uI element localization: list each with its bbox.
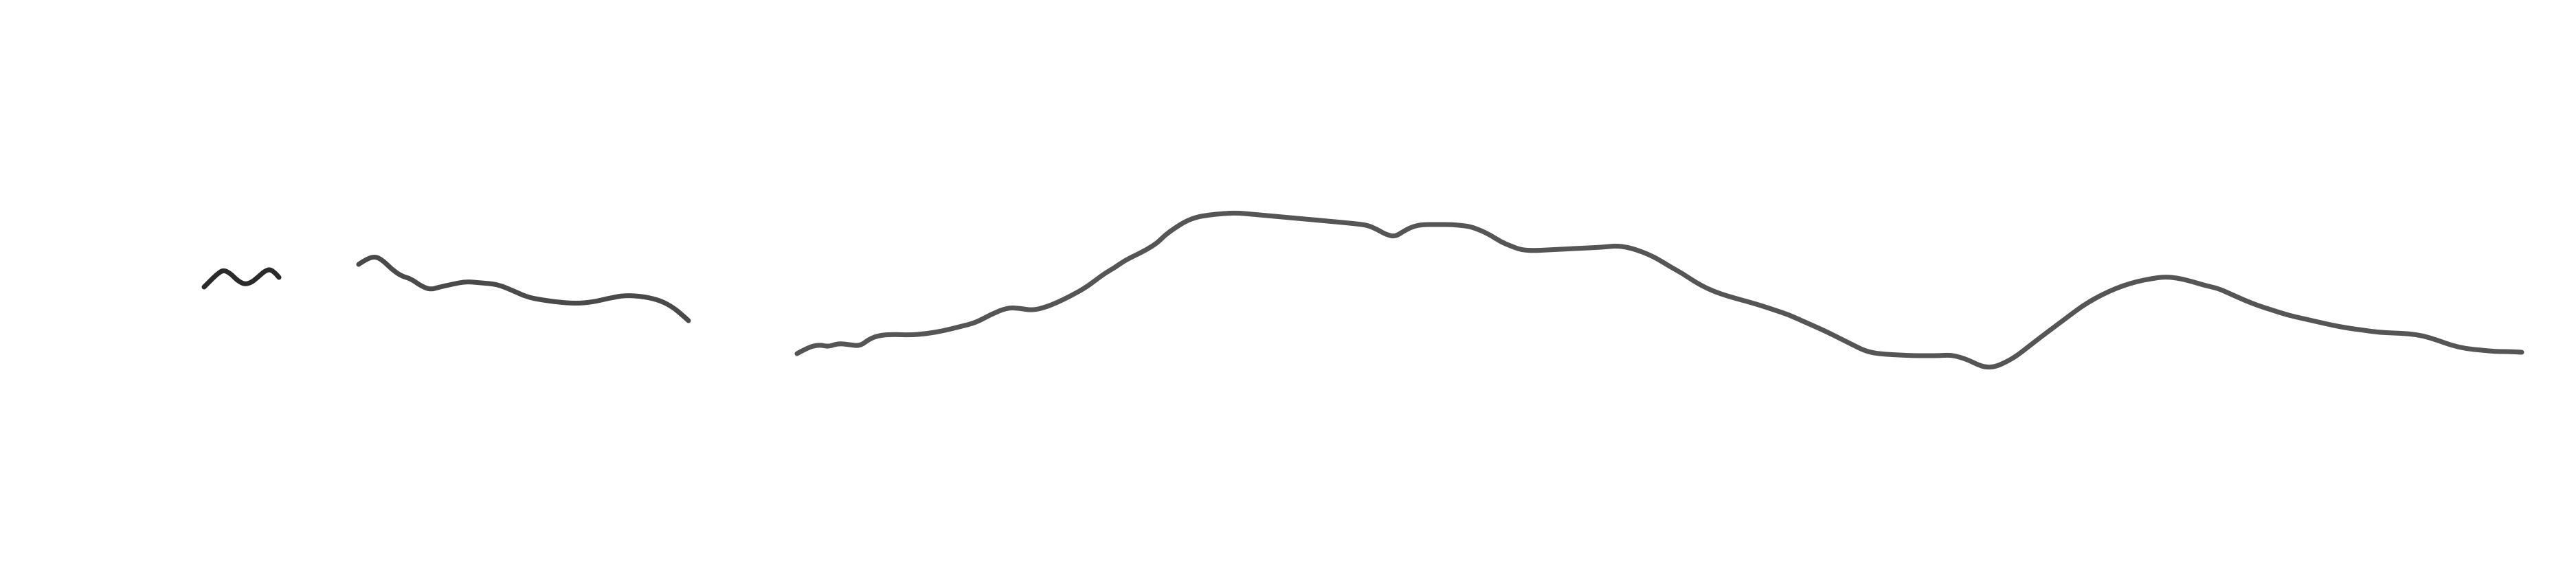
short-wave-stroke [356, 254, 691, 323]
small-tilde-stroke [201, 267, 282, 290]
long-ridge-stroke [794, 210, 2524, 370]
